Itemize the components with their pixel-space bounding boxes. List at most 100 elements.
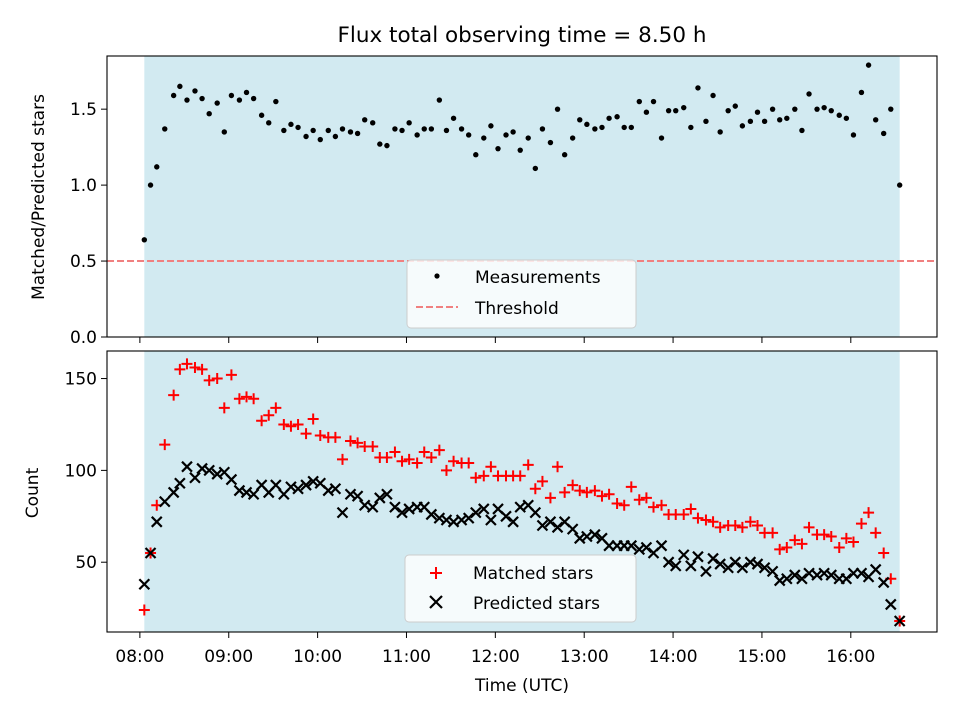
measurement-point [154, 164, 160, 170]
predicted-stars-point [189, 471, 201, 484]
matched-stars-point [685, 503, 697, 515]
matched-stars-point [336, 453, 348, 465]
matched-stars-series [138, 358, 906, 627]
legend-threshold-label: Threshold [474, 299, 559, 319]
matched-stars-point [567, 479, 579, 491]
measurement-point [450, 115, 457, 121]
predicted-stars-point [677, 549, 690, 561]
ratio-y-tick-label: 1.5 [70, 100, 97, 120]
count-y-tick-label: 150 [65, 370, 97, 390]
ratio-y-tick-label: 0.0 [70, 328, 97, 348]
measurement-point [525, 135, 531, 141]
measurement-point [377, 141, 383, 147]
legend-predicted-label: Predicted stars [473, 594, 600, 614]
measurement-point [681, 104, 687, 111]
measurement-point [177, 83, 183, 90]
predicted-stars-point [789, 569, 801, 581]
measurement-point [888, 106, 894, 112]
matched-stars-point [870, 527, 882, 539]
predicted-stars-point [507, 516, 519, 528]
measurement-point [784, 115, 790, 121]
predicted-stars-point [536, 519, 549, 532]
predicted-stars-point [685, 560, 697, 572]
measurement-point [273, 98, 279, 105]
measurement-point [739, 123, 746, 129]
predicted-stars-point [292, 482, 304, 495]
predicted-stars-point [336, 506, 349, 519]
measurement-point [510, 129, 516, 135]
matched-stars-point [278, 418, 290, 430]
measurement-point [695, 85, 701, 91]
measurement-point [399, 127, 405, 134]
predicted-stars-point [247, 488, 260, 501]
predicted-stars-point [351, 490, 364, 502]
count-y-tick-label: 100 [65, 461, 97, 481]
predicted-stars-point [181, 460, 193, 473]
measurement-point [325, 127, 331, 134]
predicted-stars-point [662, 556, 675, 568]
matched-stars-point [847, 536, 859, 548]
matched-stars-point [700, 514, 712, 526]
measurement-point [214, 100, 220, 106]
x-tick-label: 13:00 [560, 647, 609, 667]
measurement-point [828, 107, 834, 114]
predicted-stars-point [736, 561, 749, 574]
matched-stars-point [656, 499, 668, 511]
matched-stars-point [478, 470, 490, 482]
matched-stars-point [796, 538, 808, 550]
measurement-point [517, 147, 523, 153]
measurement-point [250, 95, 257, 102]
predicted-stars-point [707, 552, 719, 565]
predicted-stars-point [781, 572, 793, 585]
measurement-point [799, 127, 805, 134]
matched-stars-point [678, 508, 690, 520]
matched-stars-point [263, 409, 275, 421]
matched-stars-point [381, 452, 393, 464]
measurement-point [792, 106, 798, 112]
predicted-stars-point [544, 516, 557, 528]
predicted-stars-point [203, 464, 215, 477]
matched-stars-point [574, 485, 586, 497]
matched-stars-point [692, 512, 704, 524]
measurement-point [236, 97, 243, 103]
matched-stars-point [781, 542, 793, 554]
measurement-point [243, 89, 250, 96]
measurement-point [896, 182, 903, 188]
measurement-point [599, 124, 605, 131]
predicted-stars-point [751, 558, 764, 570]
matched-stars-point [367, 441, 379, 453]
predicted-stars-point [366, 501, 379, 513]
matched-stars-point [633, 494, 645, 506]
predicted-stars-point [714, 558, 726, 570]
matched-stars-point [174, 363, 186, 375]
matched-stars-point [751, 519, 763, 531]
predicted-stars-point [144, 547, 157, 559]
matched-stars-point [840, 532, 852, 544]
measurement-point [547, 139, 554, 146]
matched-stars-point [863, 507, 875, 519]
measurement-point [288, 121, 294, 128]
predicted-stars-point [729, 556, 742, 568]
ratio-panel-frame [106, 55, 938, 338]
matched-stars-point [625, 481, 637, 493]
matched-stars-point [411, 457, 423, 469]
measurement-point [332, 133, 339, 140]
measurement-point [258, 112, 265, 118]
predicted-stars-point [893, 615, 906, 627]
matched-stars-point [470, 472, 482, 484]
matched-stars-point [640, 492, 652, 504]
measurement-point [481, 135, 487, 141]
matched-stars-point [559, 486, 571, 498]
measurement-point [643, 109, 650, 115]
measurement-point [636, 98, 643, 105]
matched-stars-point [181, 358, 193, 370]
matched-stars-point [285, 420, 297, 432]
measurements-series [141, 62, 903, 243]
matched-stars-point [767, 527, 779, 539]
predicted-stars-point [566, 523, 579, 535]
measurement-point [362, 117, 368, 123]
matched-stars-point [803, 521, 815, 533]
matched-stars-point [344, 435, 356, 447]
measurement-point [370, 120, 376, 126]
matched-stars-point [448, 455, 460, 467]
